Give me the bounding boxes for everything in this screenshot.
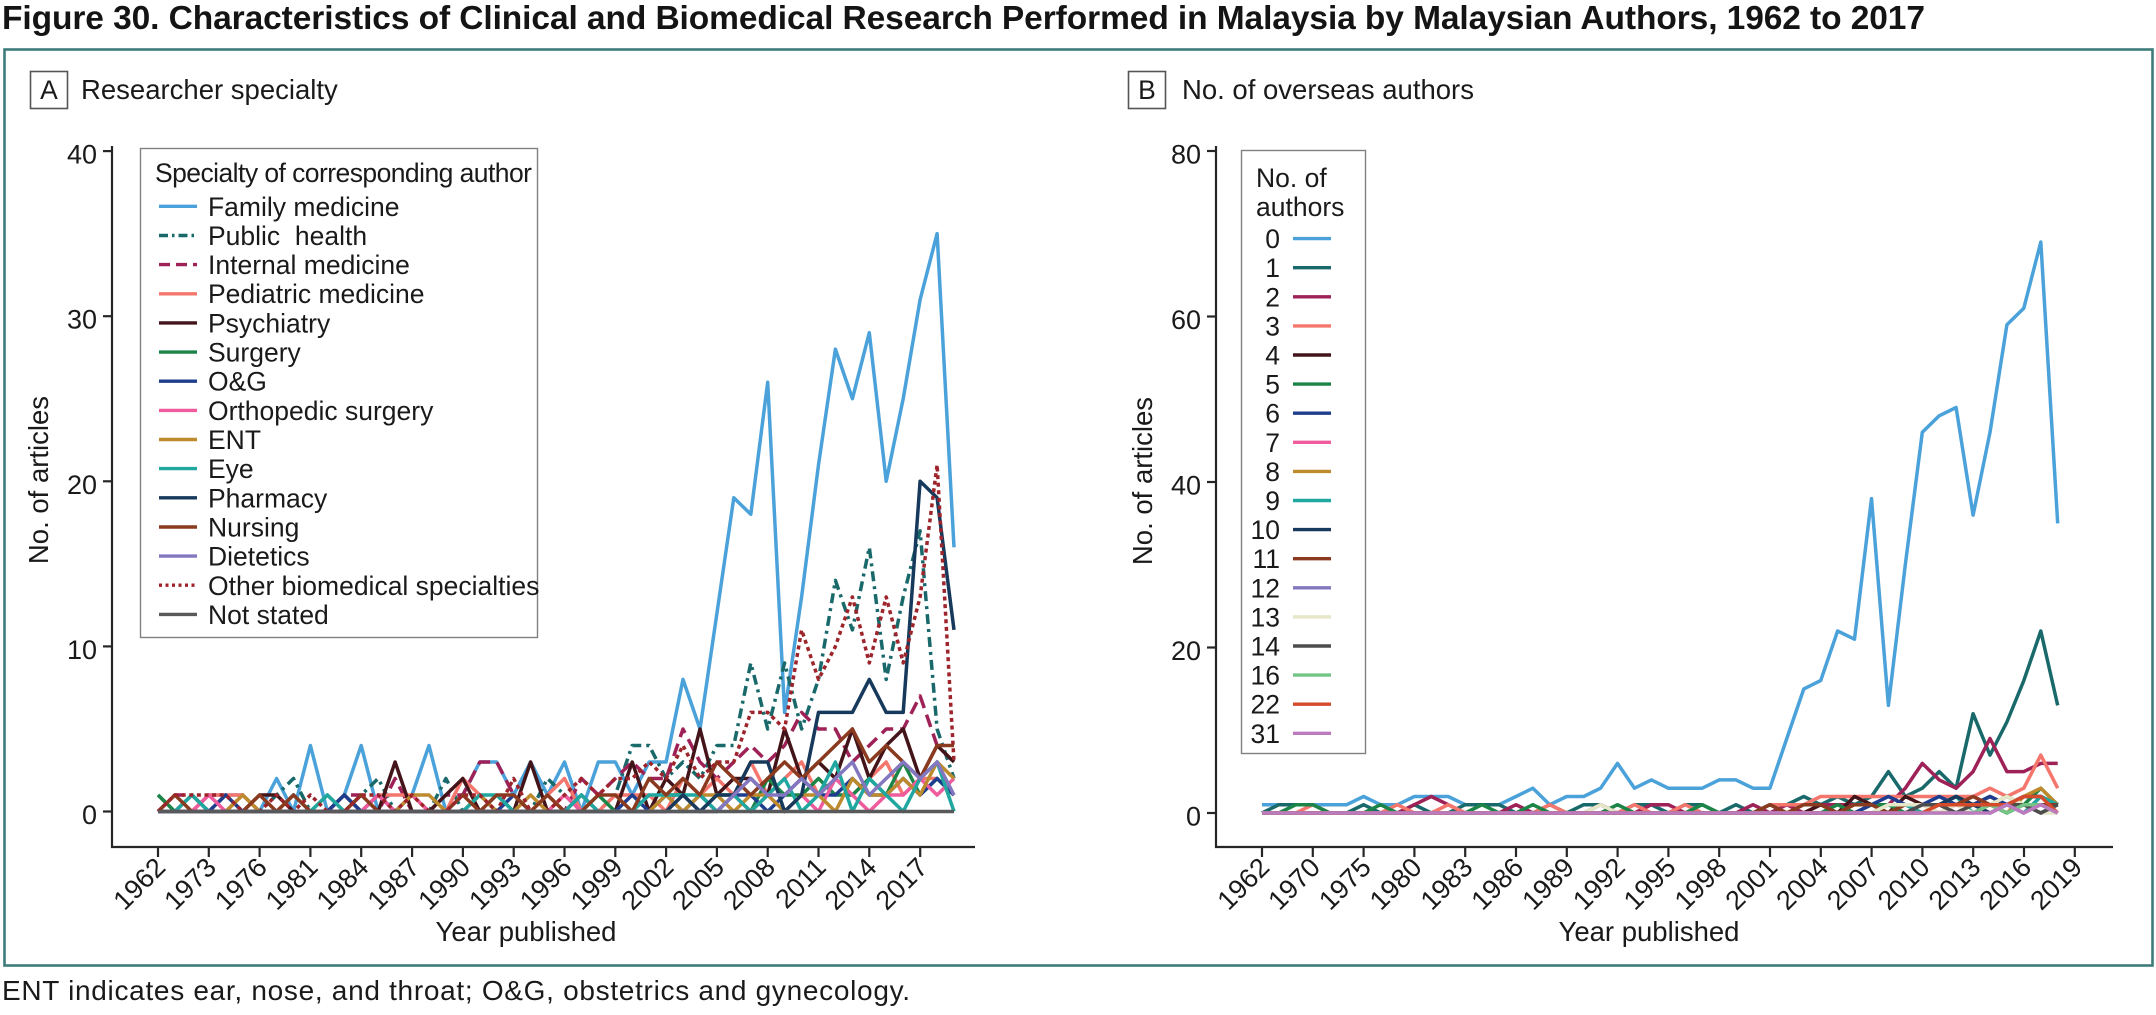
- svg-text:ENT: ENT: [208, 425, 261, 455]
- svg-text:Figure 30. Characteristics of: Figure 30. Characteristics of Clinical a…: [2, 0, 1925, 37]
- svg-text:Surgery: Surgery: [208, 338, 302, 368]
- svg-text:6: 6: [1265, 399, 1280, 429]
- svg-text:11: 11: [1252, 544, 1280, 574]
- svg-text:13: 13: [1251, 602, 1280, 632]
- svg-text:Researcher specialty: Researcher specialty: [81, 74, 338, 105]
- svg-text:20: 20: [1171, 636, 1201, 666]
- svg-text:2: 2: [1265, 282, 1280, 312]
- svg-text:14: 14: [1251, 632, 1280, 662]
- svg-text:No. of articles: No. of articles: [23, 396, 54, 564]
- svg-text:8: 8: [1265, 457, 1280, 487]
- svg-text:Psychiatry: Psychiatry: [208, 308, 331, 338]
- svg-text:Not stated: Not stated: [208, 600, 329, 630]
- svg-text:7: 7: [1265, 428, 1280, 458]
- svg-text:0: 0: [82, 800, 97, 830]
- svg-text:A: A: [40, 75, 58, 105]
- svg-text:B: B: [1138, 75, 1156, 105]
- svg-text:Dietetics: Dietetics: [208, 542, 310, 572]
- svg-text:Other biomedical specialties: Other biomedical specialties: [208, 571, 539, 601]
- svg-text:40: 40: [1171, 471, 1201, 501]
- svg-text:40: 40: [67, 140, 97, 170]
- svg-text:Year published: Year published: [436, 916, 617, 947]
- svg-text:4: 4: [1265, 341, 1280, 371]
- svg-text:Eye: Eye: [208, 454, 254, 484]
- svg-text:No. of articles: No. of articles: [1127, 397, 1158, 565]
- svg-text:16: 16: [1251, 661, 1280, 691]
- svg-text:Pharmacy: Pharmacy: [208, 483, 328, 513]
- svg-text:0: 0: [1186, 802, 1201, 832]
- svg-text:authors: authors: [1256, 192, 1344, 222]
- svg-text:20: 20: [67, 470, 97, 500]
- svg-text:12: 12: [1251, 573, 1280, 603]
- svg-text:31: 31: [1251, 719, 1280, 749]
- svg-text:Year published: Year published: [1559, 916, 1740, 947]
- svg-text:Specialty of corresponding aut: Specialty of corresponding author: [155, 158, 532, 188]
- svg-text:5: 5: [1265, 370, 1280, 400]
- svg-text:22: 22: [1251, 690, 1280, 720]
- svg-text:0: 0: [1265, 224, 1280, 254]
- svg-text:No. of: No. of: [1256, 163, 1327, 193]
- svg-text:30: 30: [67, 305, 97, 335]
- svg-text:1: 1: [1265, 253, 1280, 283]
- svg-text:Family medicine: Family medicine: [208, 192, 399, 222]
- svg-text:80: 80: [1171, 140, 1201, 170]
- svg-text:3: 3: [1265, 311, 1280, 341]
- svg-text:Public health: Public health: [208, 221, 367, 251]
- svg-text:Orthopedic surgery: Orthopedic surgery: [208, 396, 434, 426]
- svg-text:O&G: O&G: [208, 367, 267, 397]
- svg-text:10: 10: [67, 635, 97, 665]
- svg-text:Pediatric medicine: Pediatric medicine: [208, 279, 425, 309]
- svg-text:Internal medicine: Internal medicine: [208, 250, 410, 280]
- svg-text:Nursing: Nursing: [208, 513, 299, 543]
- svg-text:No. of overseas authors: No. of overseas authors: [1182, 74, 1474, 105]
- svg-text:9: 9: [1265, 486, 1280, 516]
- svg-text:10: 10: [1251, 515, 1280, 545]
- svg-text:60: 60: [1171, 305, 1201, 335]
- svg-text:ENT indicates ear, nose, and t: ENT indicates ear, nose, and throat; O&G…: [2, 975, 910, 1006]
